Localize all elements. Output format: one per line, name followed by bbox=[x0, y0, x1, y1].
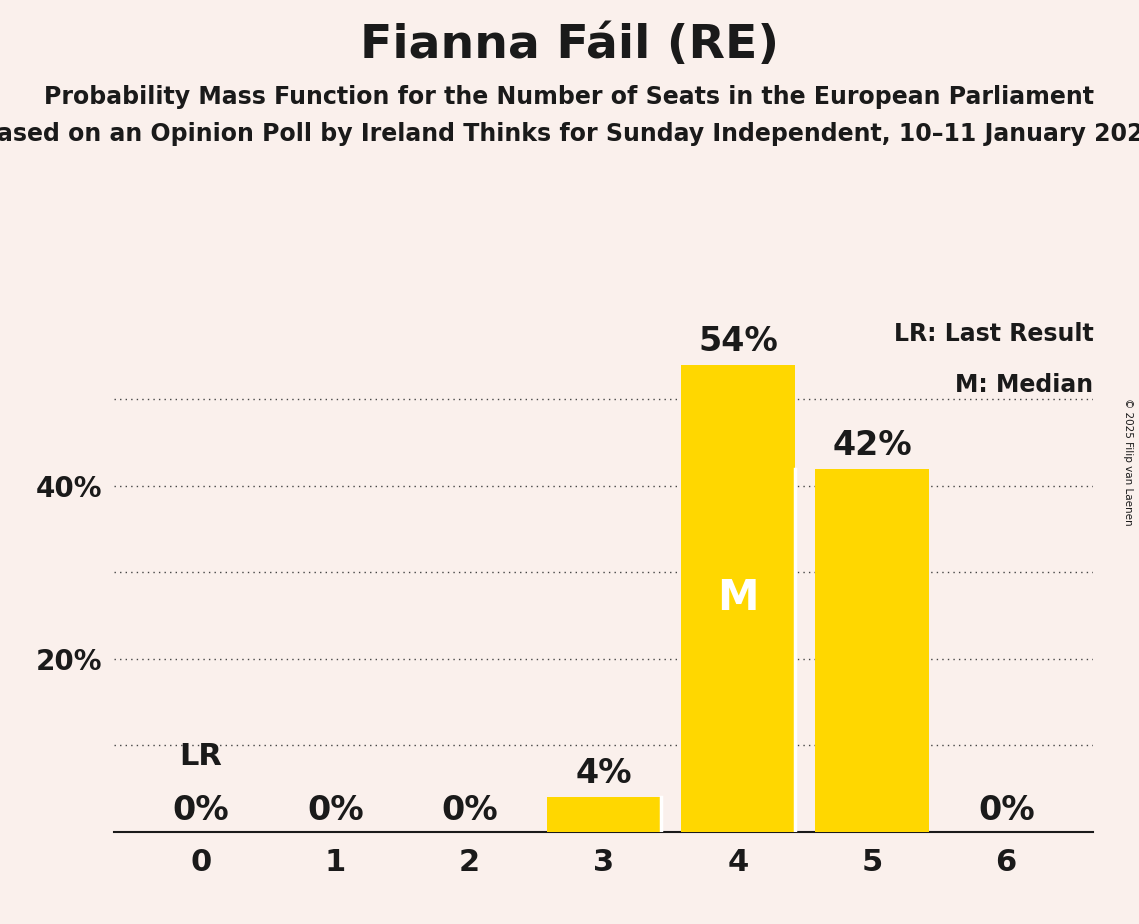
Text: 4%: 4% bbox=[575, 757, 632, 790]
Bar bbox=[681, 365, 795, 832]
Text: LR: LR bbox=[180, 742, 222, 772]
Text: 0%: 0% bbox=[173, 795, 229, 827]
Text: © 2025 Filip van Laenen: © 2025 Filip van Laenen bbox=[1123, 398, 1133, 526]
Text: M: M bbox=[718, 578, 759, 619]
Text: Fianna Fáil (RE): Fianna Fáil (RE) bbox=[360, 23, 779, 68]
Text: 0%: 0% bbox=[978, 795, 1034, 827]
Text: 42%: 42% bbox=[833, 429, 912, 462]
Bar bbox=[816, 468, 929, 832]
Text: M: Median: M: Median bbox=[956, 373, 1093, 397]
Text: LR: Last Result: LR: Last Result bbox=[894, 322, 1093, 346]
Text: Probability Mass Function for the Number of Seats in the European Parliament: Probability Mass Function for the Number… bbox=[44, 85, 1095, 109]
Text: 54%: 54% bbox=[698, 325, 778, 358]
Bar bbox=[547, 797, 661, 832]
Text: 0%: 0% bbox=[308, 795, 363, 827]
Text: 0%: 0% bbox=[441, 795, 498, 827]
Text: Based on an Opinion Poll by Ireland Thinks for Sunday Independent, 10–11 January: Based on an Opinion Poll by Ireland Thin… bbox=[0, 122, 1139, 146]
